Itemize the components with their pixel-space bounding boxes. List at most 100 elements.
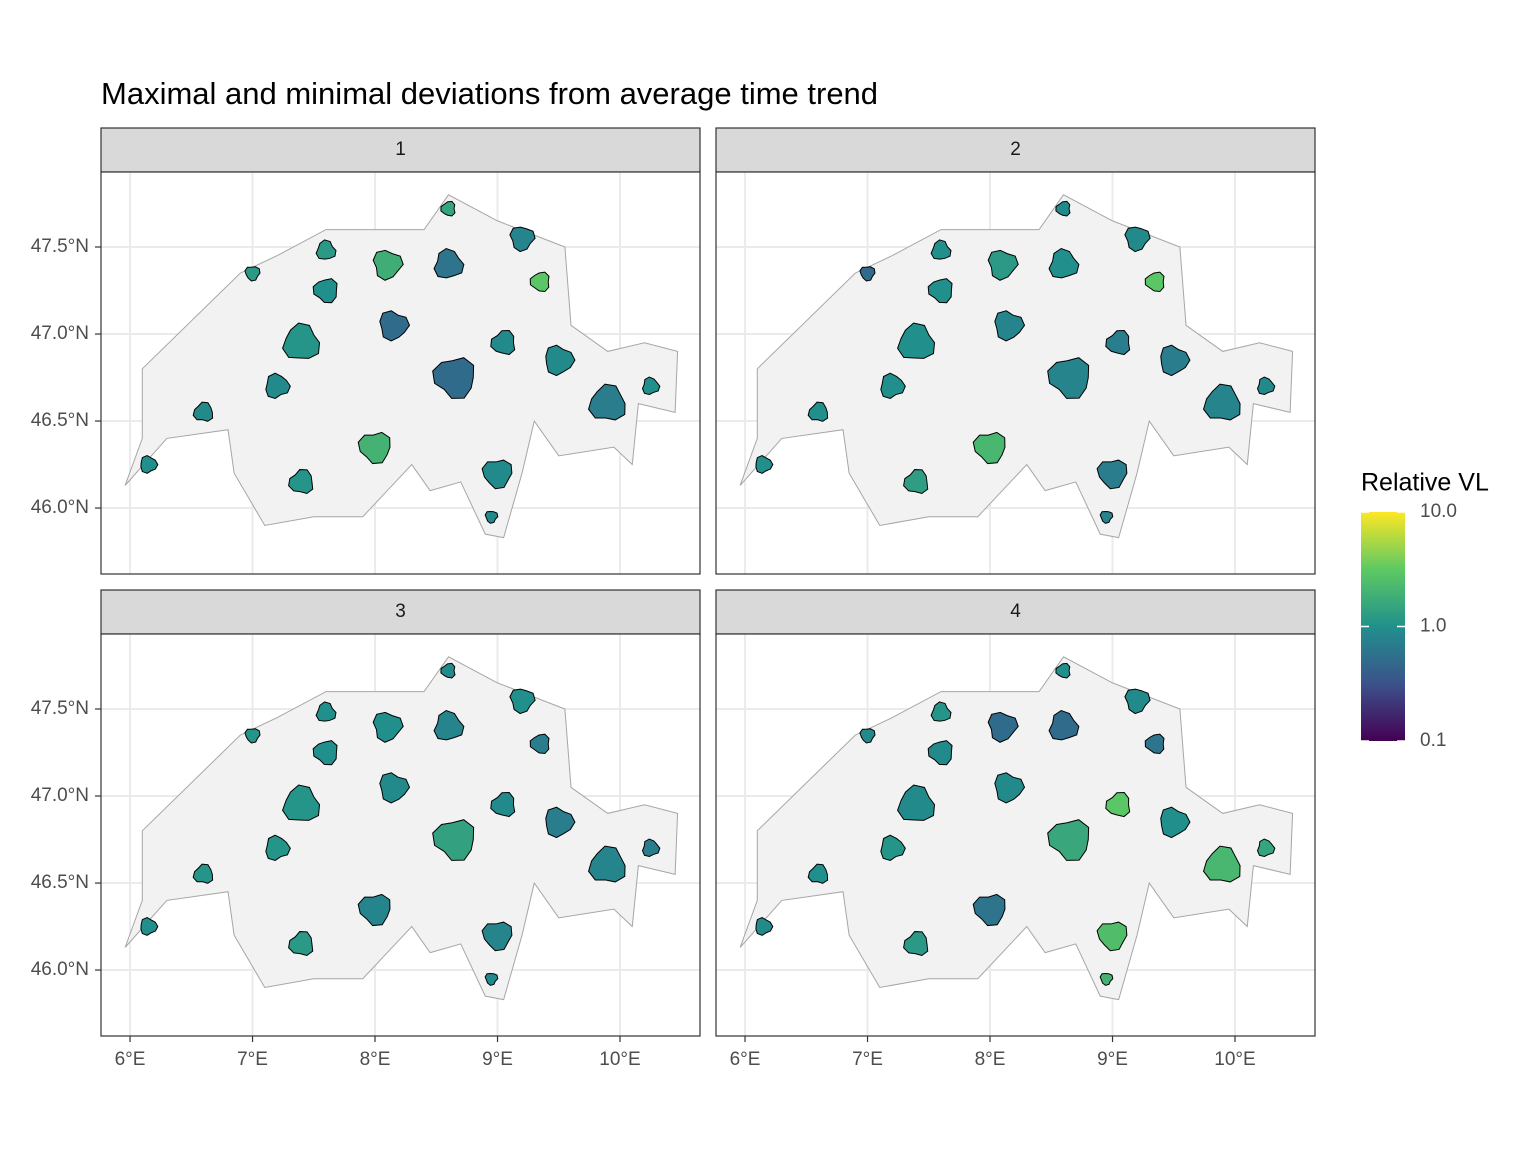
region [433,247,465,279]
region [1202,383,1241,421]
region [755,455,774,474]
panel-border [100,633,701,1037]
region [379,772,411,804]
region [859,266,876,282]
x-tick-label: 9°E [482,1049,513,1070]
region [1047,357,1090,399]
strip [100,127,701,173]
region [1160,806,1191,839]
region [282,322,321,359]
panel [716,634,1315,1036]
region [1096,921,1128,952]
region [357,893,391,927]
region [927,740,953,766]
region [432,819,475,861]
region [315,701,337,722]
region [265,834,291,861]
region [1105,330,1131,356]
region [1256,838,1276,857]
region [312,740,338,766]
colorbar-label: 0.1 [1420,730,1446,751]
x-tick-label: 7°E [852,1049,883,1070]
strip [100,589,701,635]
region [1256,376,1276,395]
strip-label: 3 [395,601,406,622]
panel-border [715,633,1316,1037]
region [357,431,391,465]
region [755,917,774,936]
region [880,834,906,861]
region [641,838,661,857]
region [140,917,159,936]
region [1105,792,1131,818]
region [481,921,513,952]
region [1099,510,1114,524]
region [897,784,936,821]
region [987,711,1019,743]
chart-title: Maximal and minimal deviations from aver… [101,76,878,111]
region [529,733,550,755]
colorbar-label: 10.0 [1420,501,1457,522]
y-tick-label: 46.0°N [31,959,89,980]
region [930,239,952,260]
y-tick-label: 46.5°N [31,410,89,431]
region [372,249,404,281]
panel-border [100,171,701,575]
x-tick-label: 10°E [599,1049,640,1070]
region [972,893,1006,927]
x-tick-label: 9°E [1097,1049,1128,1070]
region [859,728,876,744]
x-tick-label: 7°E [237,1049,268,1070]
strip-label: 4 [1010,601,1021,622]
region [587,383,626,421]
region [1047,819,1090,861]
x-tick-label: 6°E [115,1049,146,1070]
y-tick-label: 47.0°N [31,323,89,344]
y-tick-label: 47.5°N [31,236,89,257]
region [1099,972,1114,986]
region [288,931,314,957]
strip-label: 2 [1010,139,1021,160]
x-tick-label: 8°E [975,1049,1006,1070]
region [545,344,576,377]
region [265,372,291,399]
region [1048,247,1080,279]
region [994,310,1026,342]
region [641,376,661,395]
region [509,226,536,253]
region [1124,226,1151,253]
region [987,249,1019,281]
legend-title: Relative VL [1361,469,1489,497]
region [807,401,829,422]
region [481,459,513,490]
region [994,772,1026,804]
strip [715,127,1316,173]
region [930,701,952,722]
region [440,662,456,679]
x-tick-label: 10°E [1214,1049,1255,1070]
region [140,455,159,474]
region [282,784,321,821]
region [244,266,261,282]
region [484,972,499,986]
region [484,510,499,524]
region [903,469,929,495]
region [1202,845,1241,883]
region [927,278,953,304]
region [244,728,261,744]
region [192,401,214,422]
y-tick-label: 47.0°N [31,785,89,806]
region [509,688,536,715]
x-tick-label: 6°E [730,1049,761,1070]
region [315,239,337,260]
region [1124,688,1151,715]
panel-border [715,171,1316,575]
region [529,271,550,293]
y-tick-label: 46.5°N [31,872,89,893]
region [807,863,829,884]
y-tick-label: 46.0°N [31,497,89,518]
region [490,330,516,356]
strip-label: 1 [395,139,406,160]
